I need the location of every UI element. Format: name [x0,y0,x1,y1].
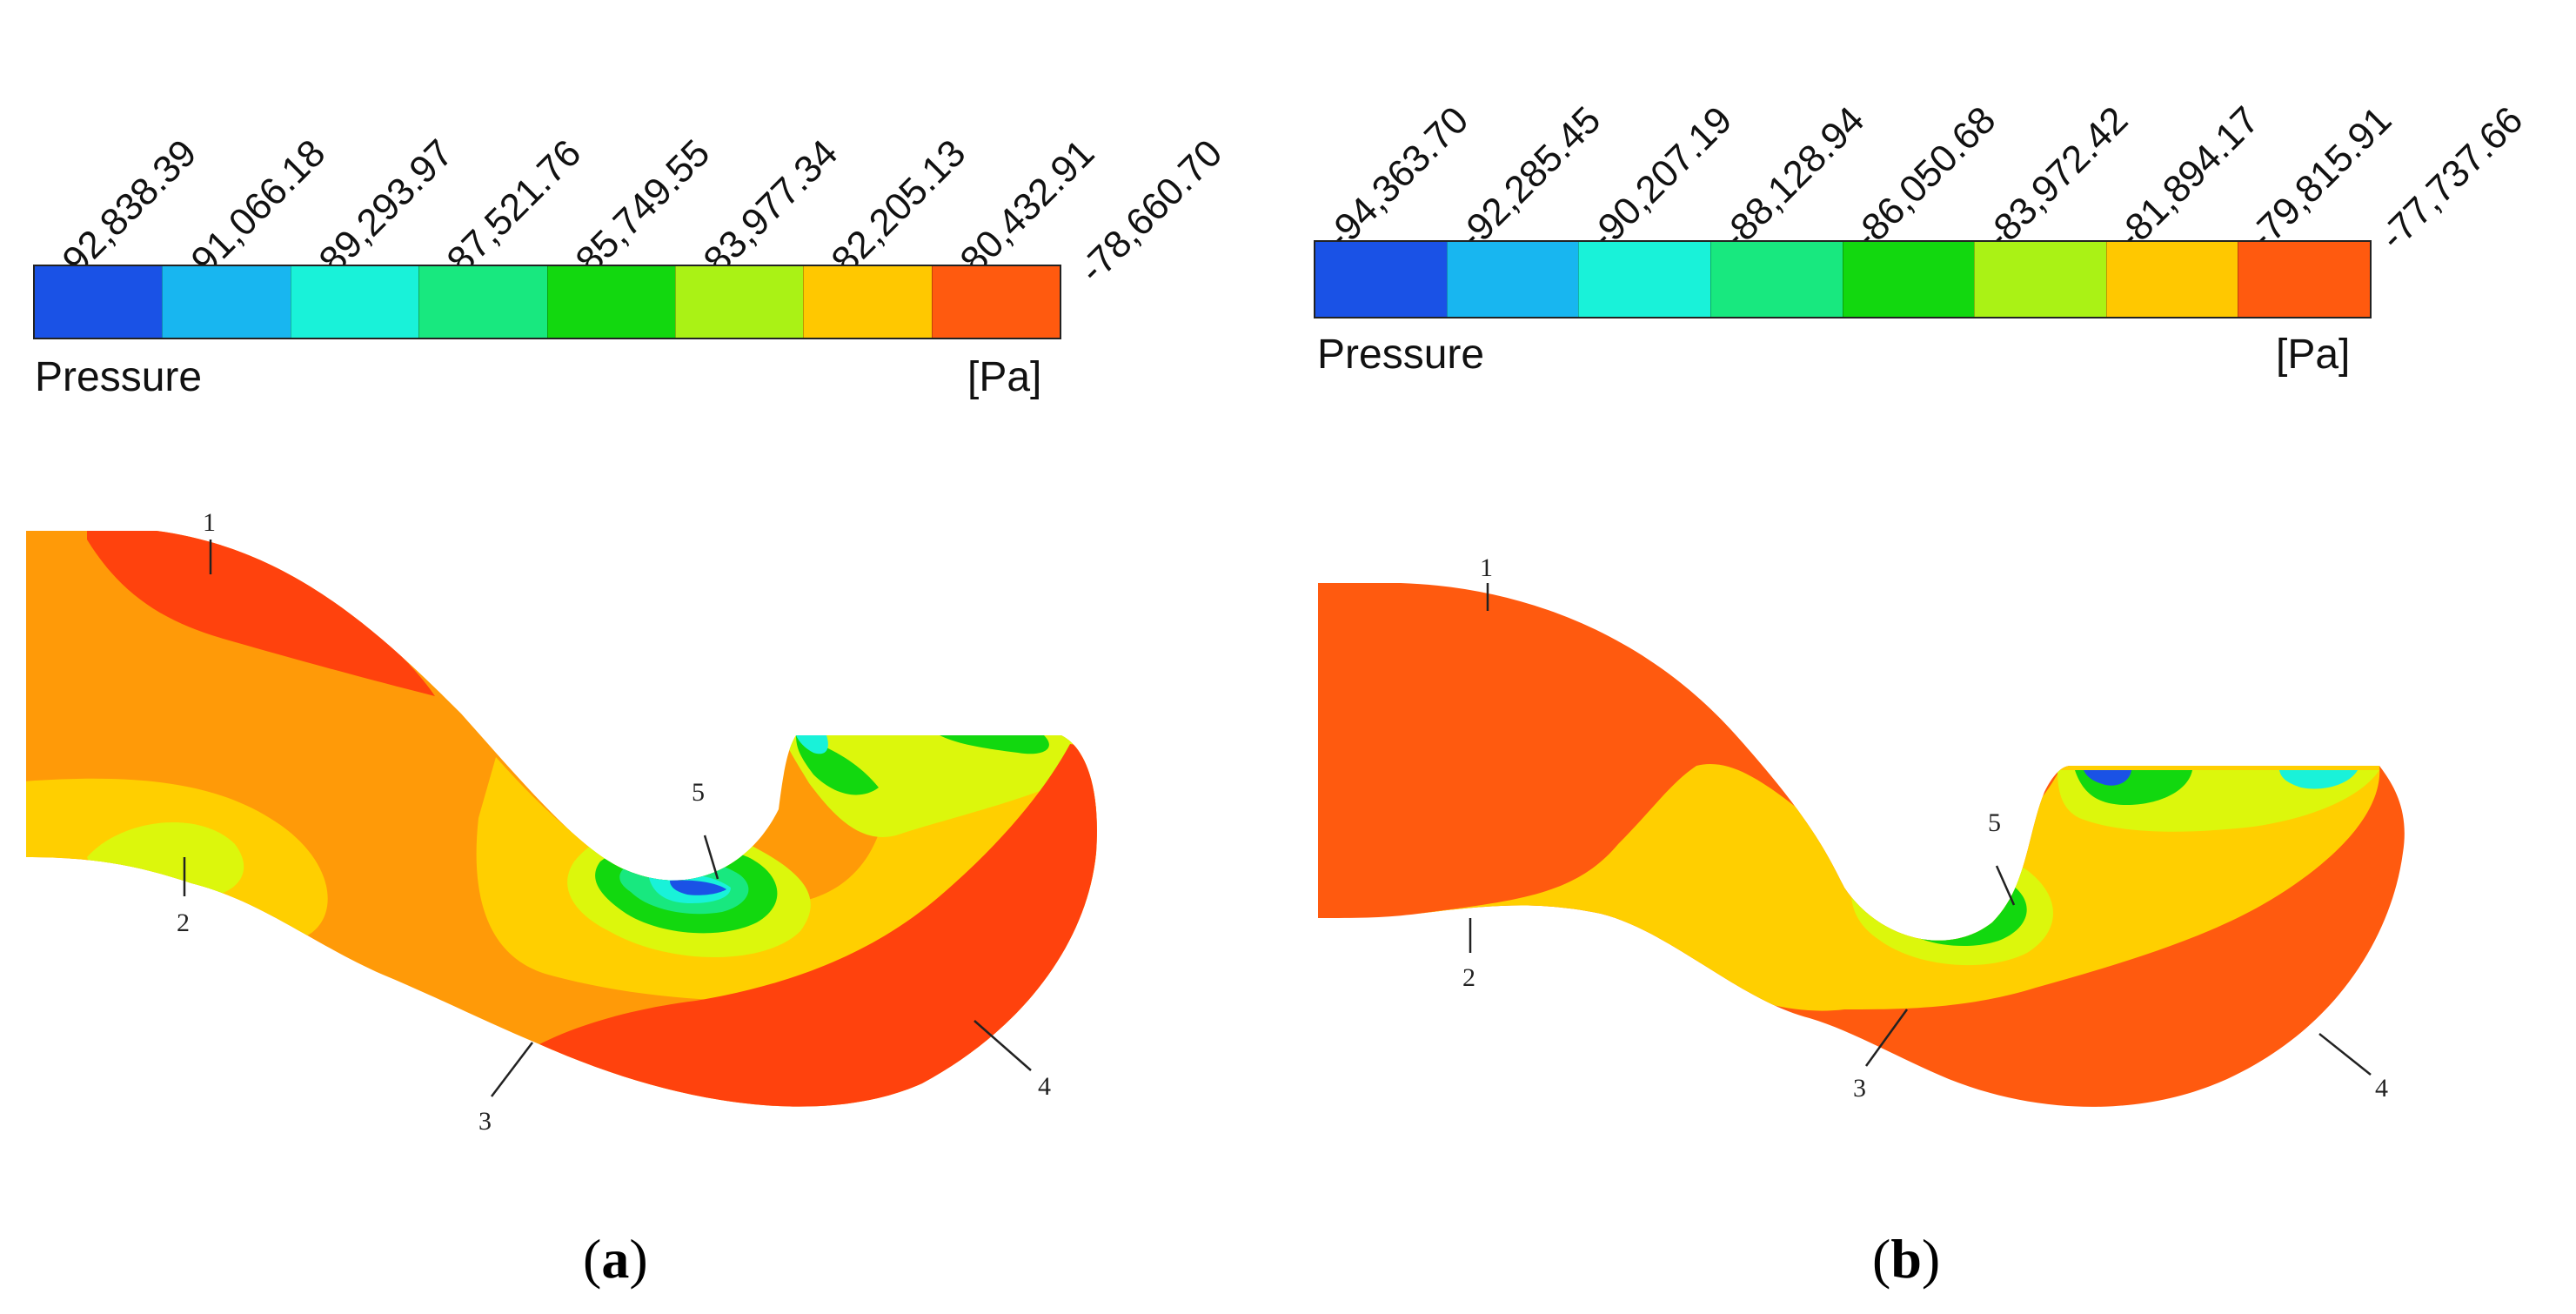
caption-b: (b) [1872,1228,1941,1290]
marker-label: 3 [478,1107,492,1136]
leader-line [1995,865,2016,906]
color-swatch [1578,242,1710,317]
tick-label: -81,894.17 [2108,98,2268,258]
color-swatch [2105,242,2238,317]
colorbar-unit: [Pa] [2276,332,2351,378]
colorbar-a [33,265,1061,339]
color-swatch [674,266,804,338]
pressure-contour-a: 1 2 3 4 5 [26,508,1097,1136]
color-swatch [290,266,419,338]
color-swatch [1710,242,1843,317]
panel-b: -94,363.70 -92,285.45 -90,207.19 -88,128… [1288,0,2576,1314]
marker-label: 4 [1038,1072,1051,1101]
marker-label: 3 [1853,1074,1866,1103]
color-swatch [931,266,1060,338]
band-green-top-right [940,735,1049,754]
color-swatch [1974,242,2106,317]
band-blue [670,880,726,895]
leader-line [491,1042,533,1097]
color-swatch [546,266,675,338]
marker-label: 5 [692,778,705,807]
band-light-green [1905,890,1999,927]
tick-label: -77,737.66 [2372,98,2532,258]
band-dark-orange [1318,583,2405,1107]
colorbar-title: Pressure [1317,332,1485,378]
band-cyan-top [2279,770,2358,789]
color-swatch [803,266,932,338]
color-swatch [1315,242,1447,317]
color-swatch [418,266,547,338]
marker-label: 2 [1462,963,1475,992]
band-dark-red [87,531,435,696]
tick-label: -83,972.42 [1977,98,2137,258]
band-cyan-top [796,735,828,754]
tick-label: -79,815.91 [2240,98,2400,258]
color-swatch [35,266,163,338]
color-swatch [162,266,291,338]
tick-label: -88,128.94 [1713,98,1873,258]
tick-label: -86,050.68 [1844,98,2004,258]
color-swatch [1446,242,1579,317]
marker-label: 5 [1988,808,2001,837]
leader-line [974,1020,1032,1071]
tick-label: -90,207.19 [1581,98,1741,258]
caption-a: (a) [583,1228,648,1290]
colorbar-unit: [Pa] [967,354,1042,400]
leader-line [1864,1009,1909,1067]
tick-label: -94,363.70 [1317,98,1477,258]
tick-label: -92,285.45 [1449,98,1609,258]
band-dark-red [539,744,1097,1107]
panel-a: -92,838.39 -91,066.18 -89,293.97 -87,521… [26,131,1230,1290]
leader-line [703,835,719,880]
leader-line [2318,1033,2372,1076]
marker-label: 2 [177,908,190,937]
band-blue-top [2084,770,2131,786]
colorbar-b [1314,240,2372,318]
marker-label: 1 [203,508,216,537]
pressure-contour-b: 1 2 3 4 5 [1318,557,2405,1107]
band-yellow-green-top [783,735,1079,837]
colorbar-title: Pressure [35,354,203,400]
marker-label: 4 [2375,1074,2388,1103]
color-swatch [1842,242,1975,317]
color-swatch [2238,242,2370,317]
marker-label: 1 [1480,557,1493,582]
